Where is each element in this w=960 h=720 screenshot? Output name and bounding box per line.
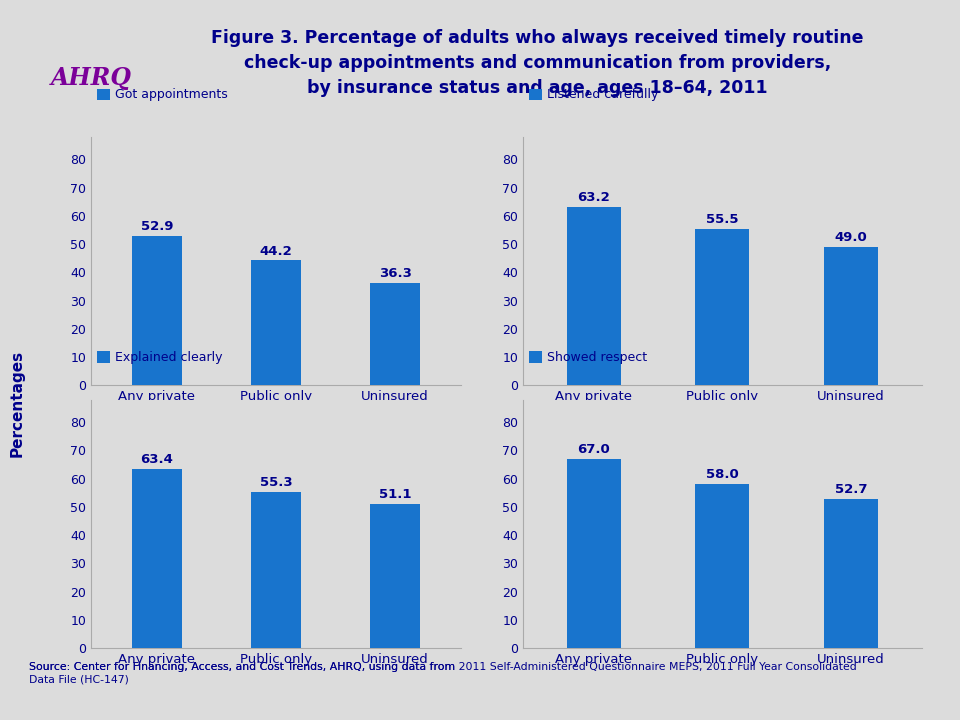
- Text: Source: Center for Financing, Access, and Cost Trends, AHRQ, using data from 
Da: Source: Center for Financing, Access, an…: [29, 662, 459, 684]
- Bar: [251, 261, 301, 385]
- Text: 55.5: 55.5: [707, 212, 738, 225]
- Text: 67.0: 67.0: [578, 443, 611, 456]
- Bar: [132, 469, 181, 648]
- Legend: Showed respect: Showed respect: [530, 351, 647, 364]
- Text: Source: Center for Financing, Access, and Cost Trends, AHRQ, using data from 201: Source: Center for Financing, Access, an…: [29, 662, 856, 684]
- Text: 55.3: 55.3: [260, 476, 292, 489]
- Text: 52.9: 52.9: [140, 220, 173, 233]
- Text: 58.0: 58.0: [706, 469, 739, 482]
- Text: AHRQ: AHRQ: [51, 66, 132, 90]
- Text: 52.7: 52.7: [834, 483, 867, 496]
- Bar: [695, 485, 750, 648]
- Legend: Got appointments: Got appointments: [98, 89, 228, 102]
- Bar: [251, 492, 301, 648]
- Text: Percentages: Percentages: [10, 350, 24, 456]
- Text: Source: Center for Financing, Access, and Cost Trends, AHRQ, using data from: Source: Center for Financing, Access, an…: [29, 662, 459, 672]
- Bar: [824, 247, 877, 385]
- Bar: [371, 504, 420, 648]
- Bar: [567, 459, 621, 648]
- Text: Figure 3. Percentage of adults who always received timely routine
check-up appoi: Figure 3. Percentage of adults who alway…: [211, 29, 864, 97]
- Legend: Explained clearly: Explained clearly: [98, 351, 223, 364]
- Legend: Listened carefully: Listened carefully: [530, 89, 659, 102]
- Bar: [695, 228, 750, 385]
- Text: 63.2: 63.2: [578, 191, 611, 204]
- Bar: [567, 207, 621, 385]
- Bar: [371, 283, 420, 385]
- Bar: [824, 499, 877, 648]
- Text: 36.3: 36.3: [379, 267, 412, 280]
- Text: 44.2: 44.2: [259, 245, 293, 258]
- Bar: [132, 236, 181, 385]
- Text: 49.0: 49.0: [834, 231, 867, 244]
- Text: 63.4: 63.4: [140, 453, 173, 467]
- Text: 51.1: 51.1: [379, 488, 412, 501]
